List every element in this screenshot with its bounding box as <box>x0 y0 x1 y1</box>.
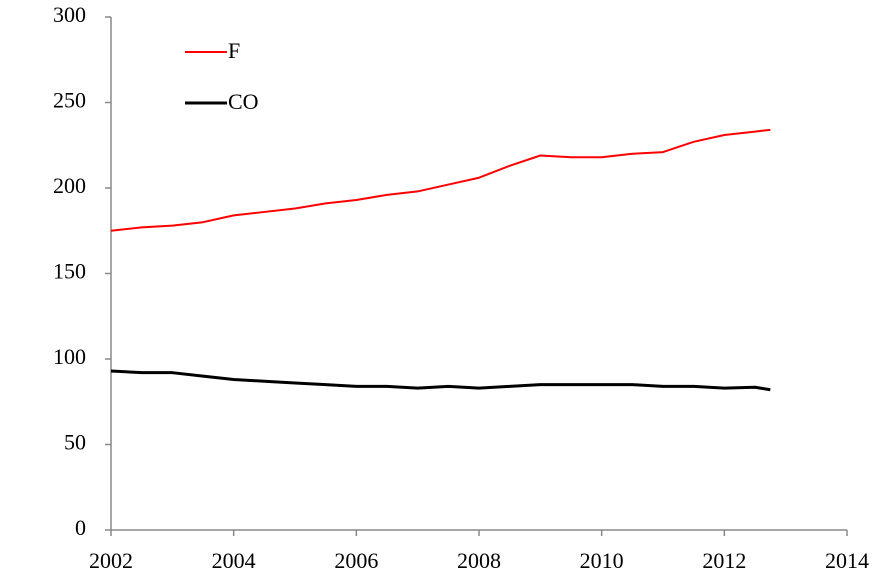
x-tick-label: 2012 <box>702 548 746 573</box>
legend-label: CO <box>228 89 259 114</box>
x-tick-label: 2014 <box>825 548 869 573</box>
x-tick-label: 2010 <box>580 548 624 573</box>
x-tick-label: 2008 <box>457 548 501 573</box>
y-tick-label: 250 <box>53 88 86 113</box>
y-tick-label: 100 <box>53 344 86 369</box>
y-tick-label: 0 <box>75 515 86 540</box>
x-tick-label: 2006 <box>334 548 378 573</box>
y-tick-label: 150 <box>53 259 86 284</box>
series-line <box>110 128 771 232</box>
y-tick-label: 300 <box>53 2 86 27</box>
series-line <box>110 369 771 392</box>
x-tick-label: 2002 <box>89 548 133 573</box>
y-tick-label: 50 <box>64 430 86 455</box>
legend-label: F <box>228 38 240 63</box>
x-tick-label: 2004 <box>212 548 256 573</box>
y-tick-label: 200 <box>53 173 86 198</box>
